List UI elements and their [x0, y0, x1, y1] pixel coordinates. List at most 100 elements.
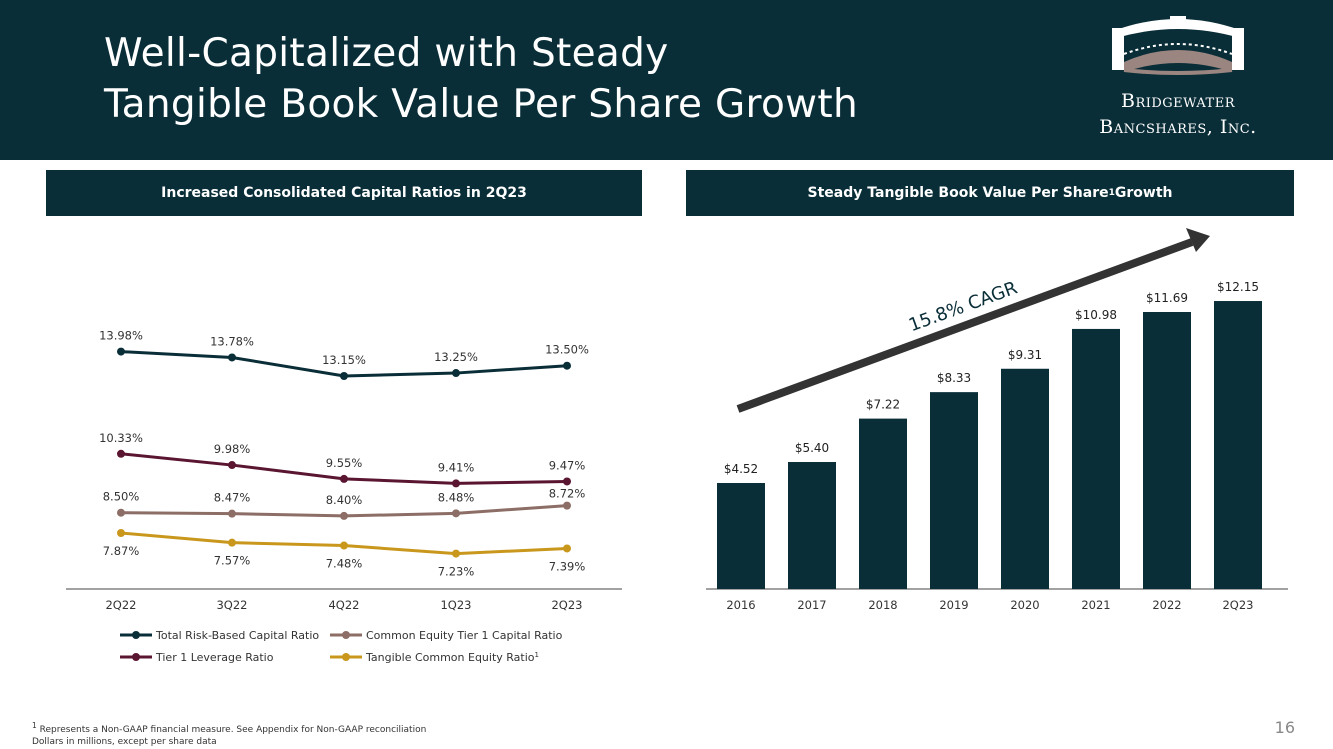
- bar-x-tick-2020: 2020: [1010, 598, 1039, 612]
- data-label-3-2: 7.48%: [326, 557, 363, 571]
- title-line-2: Tangible Book Value Per Share Growth: [104, 82, 858, 127]
- data-point-0-1: [228, 353, 236, 362]
- page-number: 16: [1274, 718, 1295, 737]
- data-label-0-0: 13.98%: [99, 329, 143, 343]
- bar-x-tick-2016: 2016: [726, 598, 755, 612]
- right-panel-title-text: Steady Tangible Book Value Per Share: [807, 185, 1109, 201]
- data-point-1-0: [117, 449, 125, 458]
- bridge-emblem-icon: [1112, 16, 1244, 75]
- data-label-1-2: 9.55%: [326, 456, 363, 470]
- x-tick-label-2q23: 2Q23: [551, 598, 582, 612]
- data-point-1-4: [563, 477, 571, 486]
- data-label-2-2: 8.40%: [326, 493, 363, 507]
- data-label-3-4: 7.39%: [549, 559, 586, 573]
- bar-x-tick-2q23: 2Q23: [1222, 598, 1253, 612]
- bar-2022: [1143, 311, 1191, 589]
- data-point-2-3: [452, 509, 460, 518]
- footnote-line-2: Dollars in millions, except per share da…: [32, 737, 217, 747]
- bar-label-2016: $4.52: [724, 462, 758, 476]
- data-label-3-3: 7.23%: [438, 565, 475, 579]
- bar-2018: [859, 418, 907, 589]
- legend-label-sup-3: 1: [535, 651, 539, 659]
- footnote-line-1-text: Represents a Non-GAAP financial measure.…: [39, 725, 427, 735]
- legend-label-0: Total Risk-Based Capital Ratio: [155, 629, 319, 642]
- title-line-1: Well-Capitalized with Steady: [104, 31, 669, 76]
- legend-label-3: Tangible Common Equity Ratio1: [365, 651, 539, 664]
- data-label-2-4: 8.72%: [549, 487, 586, 501]
- bar-label-2018: $7.22: [866, 398, 900, 412]
- x-tick-label-1q23: 1Q23: [440, 598, 471, 612]
- legend-swatch-dot-1: [132, 653, 140, 661]
- data-label-2-1: 8.47%: [214, 491, 251, 505]
- data-label-0-1: 13.78%: [210, 334, 254, 348]
- logo-line-1: Bridgewater: [1120, 90, 1236, 112]
- bar-2017: [788, 462, 836, 589]
- x-tick-label-2q22: 2Q22: [105, 598, 136, 612]
- data-label-1-3: 9.41%: [438, 460, 475, 474]
- legend-label-2: Common Equity Tier 1 Capital Ratio: [366, 629, 563, 642]
- data-point-3-0: [117, 529, 125, 537]
- bar-x-tick-2018: 2018: [868, 598, 897, 612]
- legend-swatch-dot-0: [132, 631, 140, 639]
- bar-label-2017: $5.40: [795, 441, 829, 455]
- footnote: 1 Represents a Non-GAAP financial measur…: [32, 720, 426, 748]
- bar-label-2019: $8.33: [937, 371, 971, 385]
- x-tick-label-3q22: 3Q22: [216, 598, 247, 612]
- data-label-1-1: 9.98%: [214, 442, 251, 456]
- bar-label-2022: $11.69: [1146, 291, 1188, 305]
- legend-swatch-dot-2: [342, 631, 350, 639]
- data-point-3-2: [340, 541, 348, 550]
- legend-label-text-1: Tier 1 Leverage Ratio: [155, 651, 274, 664]
- legend-label-text-2: Common Equity Tier 1 Capital Ratio: [366, 629, 563, 642]
- bar-2020: [1001, 368, 1049, 589]
- right-panel-title: Steady Tangible Book Value Per Share 1 Gr…: [686, 170, 1294, 216]
- data-label-1-0: 10.33%: [99, 431, 143, 445]
- bar-2019: [930, 392, 978, 589]
- logo-line-2: Bancshares, Inc.: [1099, 116, 1257, 138]
- footnote-sup: 1: [32, 721, 37, 730]
- data-label-2-3: 8.48%: [438, 490, 475, 504]
- data-point-1-2: [340, 474, 348, 483]
- bar-label-2020: $9.31: [1008, 348, 1042, 362]
- bar-2q23: [1214, 301, 1262, 589]
- footnote-line-1: 1 Represents a Non-GAAP financial measur…: [32, 720, 426, 736]
- data-point-3-1: [228, 538, 236, 547]
- data-label-0-4: 13.50%: [545, 343, 589, 357]
- data-label-3-1: 7.57%: [214, 554, 251, 568]
- data-point-3-3: [452, 549, 460, 558]
- cagr-arrowhead-icon: [1186, 228, 1210, 252]
- legend-label-text-0: Total Risk-Based Capital Ratio: [155, 629, 319, 642]
- right-panel-title-sup: 1: [1108, 188, 1115, 198]
- left-panel-title: Increased Consolidated Capital Ratios in…: [46, 170, 642, 216]
- legend-swatch-dot-3: [342, 653, 350, 661]
- left-panel-title-text: Increased Consolidated Capital Ratios in…: [161, 185, 527, 201]
- bar-x-tick-2019: 2019: [939, 598, 968, 612]
- bar-label-2021: $10.98: [1075, 308, 1117, 322]
- bar-x-tick-2022: 2022: [1152, 598, 1181, 612]
- company-logo: Bridgewater Bancshares, Inc.: [1058, 14, 1298, 144]
- logo-wordmark: Bridgewater Bancshares, Inc.: [1058, 88, 1298, 140]
- data-label-0-3: 13.25%: [434, 350, 478, 364]
- x-tick-label-4q22: 4Q22: [328, 598, 359, 612]
- data-label-1-4: 9.47%: [549, 458, 586, 472]
- bar-x-tick-2017: 2017: [797, 598, 826, 612]
- legend-label-1: Tier 1 Leverage Ratio: [155, 651, 274, 664]
- legend-label-text-3: Tangible Common Equity Ratio: [365, 651, 535, 664]
- data-point-2-1: [228, 509, 236, 518]
- bar-2021: [1072, 328, 1120, 589]
- bar-2016: [717, 483, 765, 589]
- data-point-0-4: [563, 361, 571, 370]
- page-title: Well-Capitalized with Steady Tangible Bo…: [104, 28, 858, 130]
- cagr-arrow-shaft: [736, 238, 1194, 413]
- right-panel-title-end: Growth: [1114, 185, 1173, 201]
- data-label-2-0: 8.50%: [103, 490, 140, 504]
- data-point-2-2: [340, 511, 348, 520]
- bar-label-2q23: $12.15: [1217, 280, 1259, 294]
- data-point-0-2: [340, 372, 348, 380]
- data-point-2-4: [563, 501, 571, 510]
- data-label-0-2: 13.15%: [322, 353, 366, 367]
- data-point-1-3: [452, 479, 460, 488]
- data-point-3-4: [563, 544, 571, 553]
